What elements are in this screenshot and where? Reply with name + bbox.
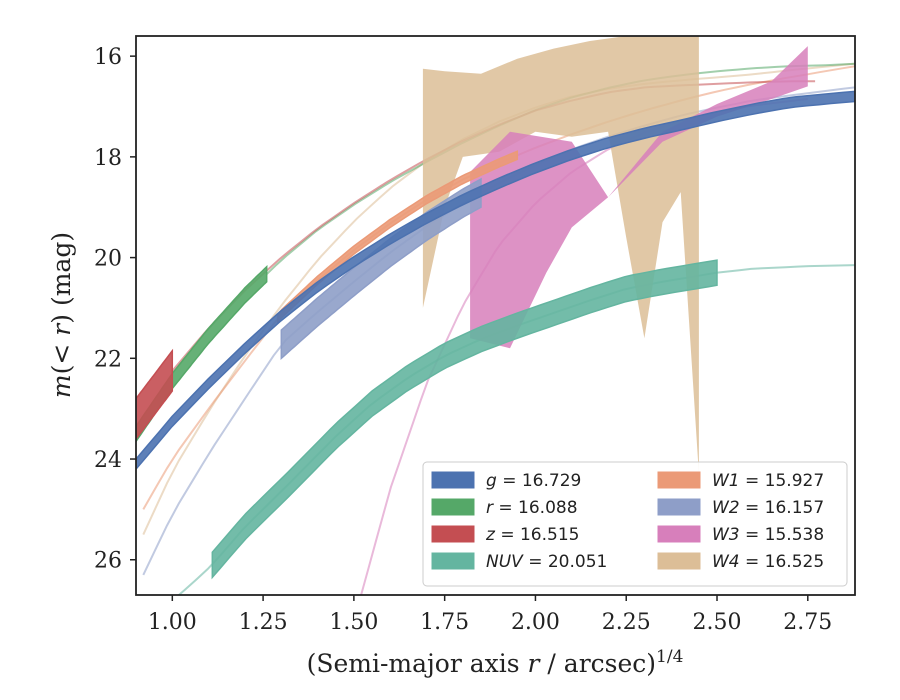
- x-tick-label: 1.25: [239, 610, 288, 635]
- legend-label-w3: W3 = 15.538: [712, 525, 824, 545]
- series-nuv-band: [211, 259, 718, 580]
- legend-label-g: g = 16.729: [486, 471, 581, 491]
- y-tick-label: 18: [94, 146, 122, 171]
- legend: g = 16.729 r = 16.088 z = 16.515 NUV = 20.0…: [422, 461, 848, 587]
- legend-box: [422, 461, 848, 587]
- x-tick-label: 2.00: [511, 610, 560, 635]
- plot-area: [136, 36, 855, 595]
- x-tick-label: 2.50: [693, 610, 742, 635]
- legend-swatch-g: [431, 471, 475, 489]
- y-tick-label: 16: [94, 45, 122, 70]
- x-tick-label: 1.75: [420, 610, 469, 635]
- y-tick-label: 22: [94, 347, 122, 372]
- y-axis-label: m(< r) (mag): [47, 232, 76, 398]
- legend-swatch-w1: [657, 471, 701, 489]
- legend-label-w1: W1 = 15.927: [712, 471, 824, 491]
- legend-swatch-w2: [657, 498, 701, 516]
- legend-swatch-w3: [657, 525, 701, 543]
- series-w4-band: [422, 36, 699, 475]
- legend-label-r: r = 16.088: [486, 498, 578, 518]
- legend-label-w4: W4 = 16.525: [712, 552, 824, 572]
- x-tick-label: 1.50: [329, 610, 378, 635]
- plot-frame: [135, 35, 856, 596]
- y-tick-label: 24: [94, 448, 122, 473]
- x-tick-label: 1.00: [148, 610, 197, 635]
- series-g-band: [136, 90, 855, 471]
- legend-label-w2: W2 = 16.157: [712, 498, 824, 518]
- x-axis: 1.00 1.25 1.50 1.75 2.00 2.25 2.50 2.75: [148, 595, 832, 635]
- legend-swatch-nuv: [431, 552, 475, 570]
- series-z-band: [136, 348, 174, 441]
- legend-label-z: z = 16.515: [485, 525, 579, 545]
- y-tick-label: 20: [94, 247, 122, 272]
- y-tick-label: 26: [94, 549, 122, 574]
- x-tick-label: 2.75: [783, 610, 832, 635]
- series-r-band: [136, 264, 268, 443]
- x-axis-label: (Semi-major axis r / arcsec)1/4: [307, 647, 684, 678]
- legend-swatch-r: [431, 498, 475, 516]
- series-w1-band: [276, 150, 519, 325]
- legend-swatch-w4: [657, 552, 701, 570]
- legend-swatch-z: [431, 525, 475, 543]
- legend-label-nuv: NUV = 20.051: [486, 552, 607, 572]
- x-tick-label: 2.25: [602, 610, 651, 635]
- y-axis: 16 18 20 22 24 26: [94, 45, 136, 574]
- series-w2-band: [280, 177, 482, 360]
